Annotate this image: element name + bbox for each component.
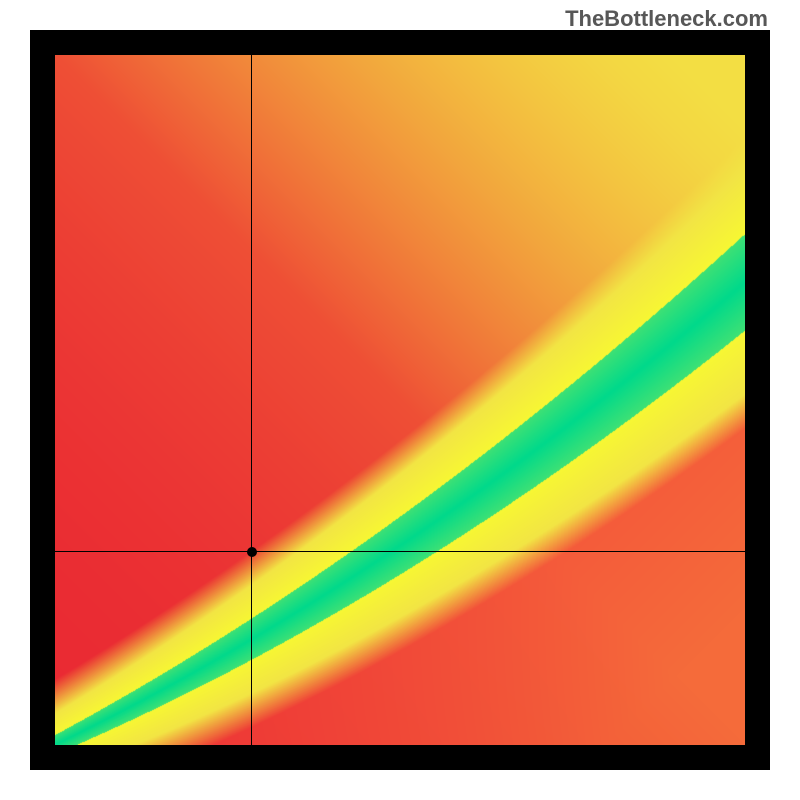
crosshair-horizontal (55, 551, 745, 552)
crosshair-marker-dot (247, 547, 257, 557)
plot-area (55, 55, 745, 745)
watermark-text: TheBottleneck.com (565, 6, 768, 32)
crosshair-vertical (251, 55, 252, 745)
heatmap-canvas (55, 55, 745, 745)
chart-container: TheBottleneck.com (0, 0, 800, 800)
